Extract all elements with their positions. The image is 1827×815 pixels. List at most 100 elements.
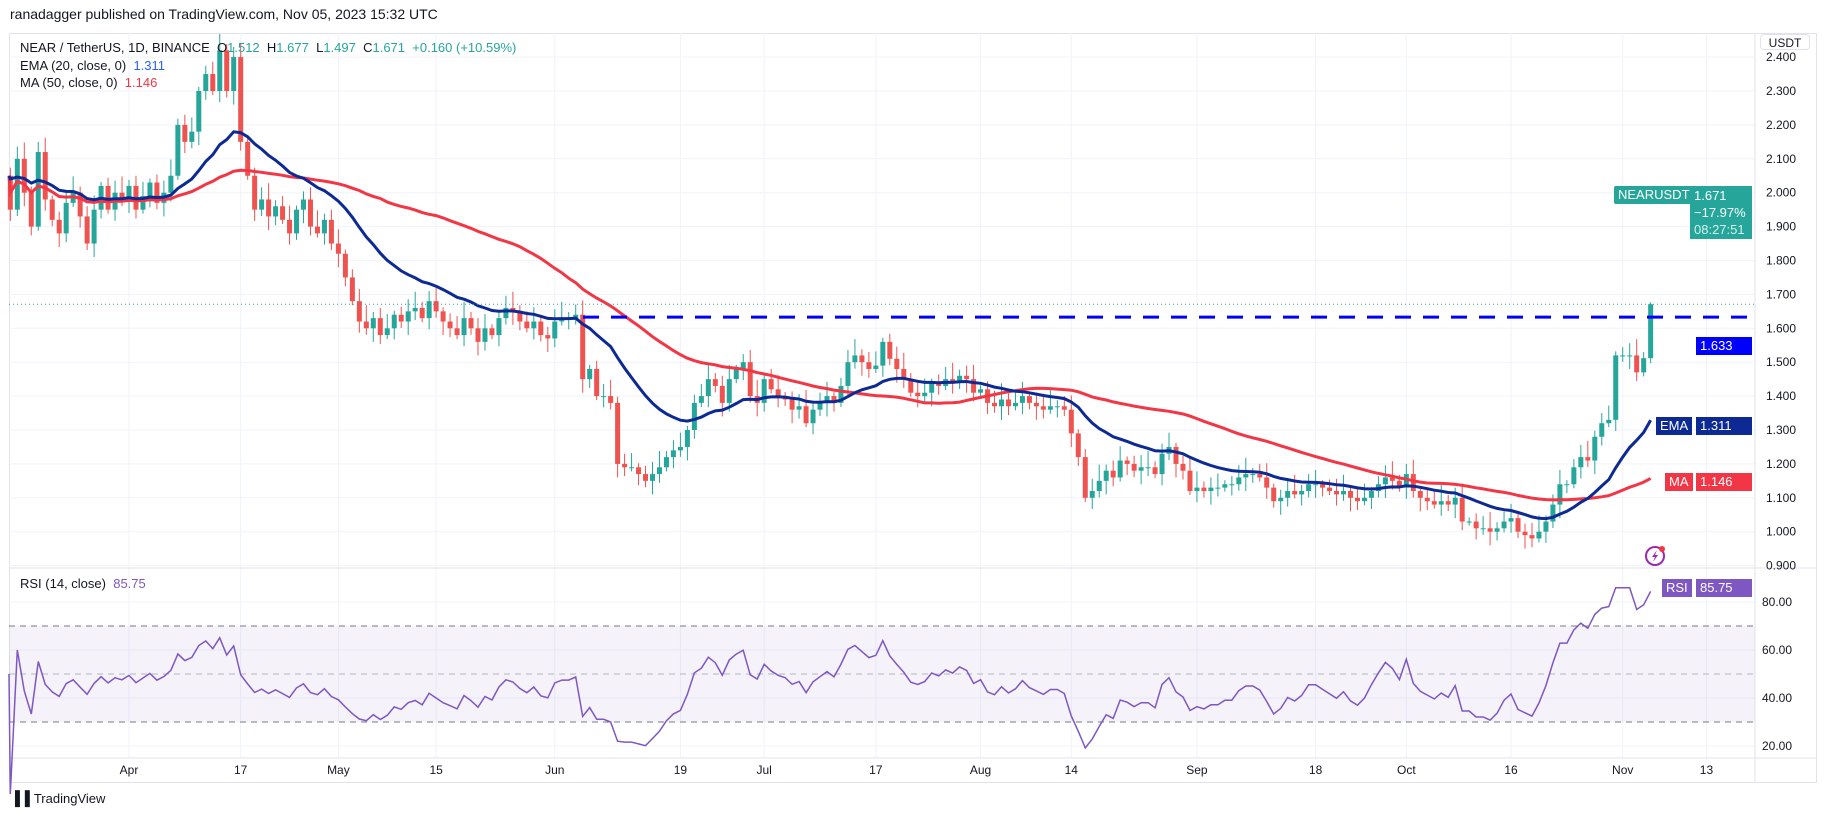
candle bbox=[691, 394, 697, 439]
candle bbox=[273, 200, 279, 226]
currency-button[interactable]: USDT bbox=[1760, 34, 1810, 50]
candle-body bbox=[496, 318, 502, 336]
candle-body bbox=[971, 379, 977, 393]
high-value: 1.677 bbox=[276, 40, 309, 55]
candle bbox=[1382, 465, 1388, 498]
date-tick-label: Sep bbox=[1186, 763, 1208, 777]
candle bbox=[1564, 480, 1570, 494]
price-tick-label: 1.200 bbox=[1766, 457, 1796, 471]
candle-body bbox=[705, 379, 711, 397]
candle bbox=[859, 349, 865, 376]
date-tick-label: Apr bbox=[120, 763, 139, 777]
candle-body bbox=[1110, 470, 1116, 478]
candle-body bbox=[1473, 521, 1479, 529]
candle-body bbox=[391, 314, 397, 329]
candle-body bbox=[789, 399, 795, 410]
bar-countdown: 08:27:51 bbox=[1694, 222, 1745, 237]
candle bbox=[1431, 488, 1437, 509]
candle-body bbox=[636, 467, 642, 475]
candle-body bbox=[419, 307, 425, 319]
candle bbox=[419, 301, 425, 323]
candle bbox=[782, 392, 788, 406]
candle-body bbox=[552, 321, 558, 339]
candle-body bbox=[1543, 521, 1549, 532]
candle-body bbox=[468, 318, 474, 329]
ema-20-line bbox=[7, 130, 1652, 521]
candle-body bbox=[698, 396, 704, 403]
candle-body bbox=[761, 379, 767, 403]
rsi-tick-label: 40.00 bbox=[1762, 691, 1792, 705]
candle bbox=[1578, 444, 1584, 479]
candle bbox=[1348, 484, 1353, 512]
candle bbox=[705, 362, 711, 408]
candle bbox=[817, 392, 823, 417]
rsi-band-lines bbox=[9, 625, 1755, 723]
rsi-legend[interactable]: RSI (14, close) 85.75 bbox=[20, 576, 146, 591]
candle-body bbox=[238, 57, 244, 142]
candle-body bbox=[1620, 355, 1626, 357]
rsi-legend-label: RSI (14, close) bbox=[20, 576, 106, 591]
candle bbox=[698, 383, 704, 407]
ema-legend[interactable]: EMA (20, close, 0) 1.311 bbox=[20, 58, 165, 73]
candle-body bbox=[929, 382, 935, 393]
candle-body bbox=[670, 450, 676, 458]
candle bbox=[231, 46, 237, 105]
candle-body bbox=[1089, 491, 1095, 498]
candle-body bbox=[252, 175, 258, 210]
date-tick-label: Aug bbox=[970, 763, 991, 777]
candle-body bbox=[656, 467, 662, 475]
ma-legend[interactable]: MA (50, close, 0) 1.146 bbox=[20, 75, 157, 90]
price-tick-label: 2.000 bbox=[1766, 186, 1796, 200]
date-tick-label: 19 bbox=[674, 763, 688, 777]
candle-body bbox=[328, 219, 334, 244]
candle-body bbox=[35, 152, 41, 227]
candle-body bbox=[517, 311, 523, 322]
candle bbox=[845, 349, 851, 398]
candle-body bbox=[426, 301, 432, 319]
candle-body bbox=[1382, 477, 1388, 485]
candle-body bbox=[1299, 491, 1305, 495]
ma-50-line bbox=[7, 168, 1652, 502]
candle-body bbox=[405, 311, 411, 322]
candle-body bbox=[992, 402, 998, 407]
candle bbox=[1075, 429, 1081, 466]
candle-body bbox=[1529, 535, 1535, 539]
candle bbox=[56, 211, 62, 247]
candle bbox=[1641, 352, 1647, 377]
candle-body bbox=[873, 365, 879, 369]
price-tick-label: 1.300 bbox=[1766, 423, 1796, 437]
candle bbox=[1599, 413, 1605, 446]
candle-body bbox=[573, 314, 579, 319]
ma-tag: MA bbox=[1665, 473, 1693, 491]
candle bbox=[217, 34, 223, 103]
candle bbox=[1208, 477, 1214, 505]
candle bbox=[636, 463, 642, 486]
candle bbox=[915, 382, 921, 408]
candle bbox=[789, 391, 795, 424]
date-axis-ticks: Apr 17 May 15 Jun 19 Jul 17 Aug 14 Sep 18 Oct 16 Nov 13 bbox=[120, 763, 1714, 777]
candle bbox=[726, 364, 732, 412]
candle-body bbox=[503, 307, 509, 319]
candle bbox=[356, 288, 362, 333]
resistance-price-tag: 1.633 bbox=[1696, 337, 1752, 355]
candle-body bbox=[524, 321, 530, 329]
candle bbox=[1361, 483, 1367, 506]
close-value: 1.671 bbox=[372, 40, 406, 55]
candle-body bbox=[643, 474, 649, 481]
candle-body bbox=[1361, 497, 1367, 502]
candle bbox=[1026, 392, 1032, 410]
lightning-icon[interactable] bbox=[1645, 546, 1665, 566]
candle bbox=[1403, 463, 1409, 499]
candle bbox=[1152, 461, 1158, 479]
candle-body bbox=[349, 277, 355, 302]
tradingview-logo[interactable]: ▐▐ TradingView bbox=[10, 790, 105, 806]
date-tick-label: 14 bbox=[1065, 763, 1079, 777]
candle-body bbox=[1131, 463, 1137, 471]
candle bbox=[761, 373, 767, 412]
candle-body bbox=[1117, 460, 1123, 478]
candle-body bbox=[475, 328, 481, 342]
candle bbox=[1019, 381, 1025, 415]
price-tick-label: 1.000 bbox=[1766, 525, 1796, 539]
candle bbox=[1187, 458, 1193, 496]
